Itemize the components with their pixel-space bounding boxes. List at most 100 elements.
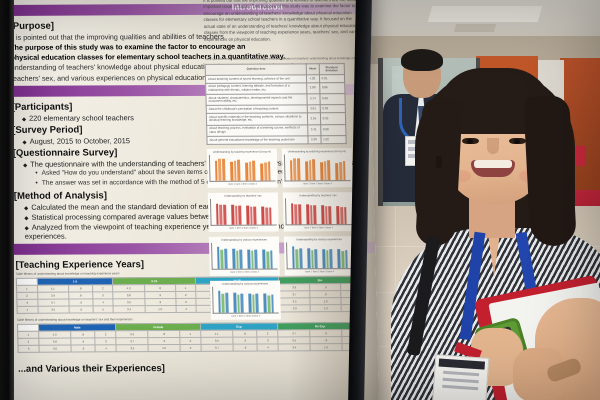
chart-bar (215, 203, 219, 225)
man-hair (401, 49, 443, 71)
bar-group (289, 158, 301, 181)
chart-bar (339, 161, 343, 180)
presenter-smiling-mouth (471, 160, 515, 177)
chart-bar (224, 248, 228, 269)
chart-bar (232, 248, 236, 269)
bar-group (320, 160, 331, 181)
chart-bar (335, 162, 339, 180)
chart-plot-area (283, 153, 351, 182)
chart-bar (344, 250, 348, 268)
chart-bar (221, 158, 226, 181)
methods-col-1: Mean (306, 63, 319, 75)
chart-bar (306, 204, 310, 225)
poster-right-column: It is pointed out that the improving qua… (203, 0, 371, 320)
chart-bar (231, 204, 235, 225)
chart-bar (246, 205, 250, 225)
chart-bar (299, 247, 303, 269)
chart-title: Understanding by teachers' sex (224, 194, 262, 198)
results-chart-grid: Understanding by teaching experience (Gr… (206, 147, 371, 320)
presenter-teeth (474, 160, 512, 168)
chart-bar (218, 159, 222, 181)
chart-plot-area (211, 242, 278, 270)
chart-plot-area (208, 154, 276, 182)
bar-group (260, 161, 271, 181)
chart-bar (223, 204, 227, 225)
chart-bar (310, 249, 314, 269)
bar-group (247, 249, 258, 269)
bar-group (291, 246, 303, 269)
chart-bar (265, 207, 269, 225)
chart-bar (261, 206, 265, 225)
chart-bar (294, 204, 298, 225)
bar-group (305, 159, 316, 181)
bar-group (230, 159, 241, 181)
chart-bar (225, 292, 229, 313)
presenter-name-badge (430, 354, 490, 400)
chart-title: Understanding by various experiences (296, 237, 342, 242)
presenter-eye-right (509, 138, 526, 144)
presenter-nose (487, 138, 499, 154)
chart-bar (253, 206, 257, 225)
chart-bar (219, 204, 223, 225)
bar-group (246, 205, 257, 225)
chart-bar (321, 205, 325, 225)
chart-bar (290, 203, 294, 225)
chart-title: Understanding by various experiences (222, 282, 268, 286)
chart-bar (252, 160, 256, 181)
chart-plot-area (284, 197, 352, 226)
chart-bar (248, 293, 252, 313)
chart-bar (343, 206, 347, 224)
ceiling-panel (427, 6, 543, 22)
chart-bar (327, 160, 331, 180)
chart-bar (323, 160, 327, 181)
bar-group (307, 247, 318, 269)
cell: 0.95 (319, 112, 346, 125)
chart-bar (320, 161, 324, 181)
bar-group (215, 203, 227, 225)
chart-x-labels: Item 1 Item 2 Item 3 Item 4 (228, 182, 257, 186)
chart-bar (298, 203, 302, 225)
table-row: 33.6.943.51.033.7.943.41.03 (17, 343, 364, 352)
cell: 0.98 (320, 124, 346, 136)
bar-group (233, 292, 244, 313)
cell: 3.74 (307, 93, 320, 106)
presenter-woman (391, 60, 600, 400)
presenter-hair-left (415, 97, 463, 247)
bar-group (214, 158, 226, 181)
table-row: About teaching process, evaluation of a … (206, 124, 346, 137)
cell: About pedagogy content, learning attitud… (205, 82, 308, 95)
chart-bar (329, 249, 333, 268)
chart-bar (234, 205, 238, 225)
chart-bar (233, 292, 237, 313)
chart-bar (249, 206, 254, 225)
cell: 4.02 (306, 74, 320, 83)
chart-bar (295, 248, 299, 269)
chart-bar (248, 161, 252, 181)
cell: 0.90 (319, 93, 346, 106)
bar-group (290, 203, 302, 225)
cell: 0.81 (318, 74, 345, 83)
chart-bar (307, 247, 311, 269)
badge-header-bar (438, 358, 486, 370)
bar-group (263, 293, 275, 313)
chart-bar (314, 248, 318, 269)
chart-x-labels: Item 1 Item 2 Item 3 Item 4 (305, 269, 335, 274)
chart-bar (254, 249, 258, 269)
chart-x-labels: Item 1 Item 2 Item 3 Item 4 (231, 314, 261, 318)
cell: 1.02 (320, 135, 347, 144)
bar-group (232, 248, 243, 269)
chart-bar (216, 247, 220, 269)
chart-plot-area (286, 241, 353, 270)
bar-group (217, 291, 229, 313)
table-header-row: Question item Mean Standard deviation (205, 63, 345, 76)
door-frame-left (378, 58, 383, 220)
cell: 3.61 (307, 105, 320, 114)
research-poster: Japan, Email: xxxxx@xx.ritsumei.ac.jp Gr… (0, 0, 379, 400)
cell: About specific materials in the teaching… (206, 113, 309, 125)
chart-bar (245, 162, 249, 181)
chart-bar (221, 293, 225, 313)
cell: 3.55 (307, 113, 321, 125)
chart-bar (340, 207, 344, 224)
chart-bar (252, 294, 256, 313)
